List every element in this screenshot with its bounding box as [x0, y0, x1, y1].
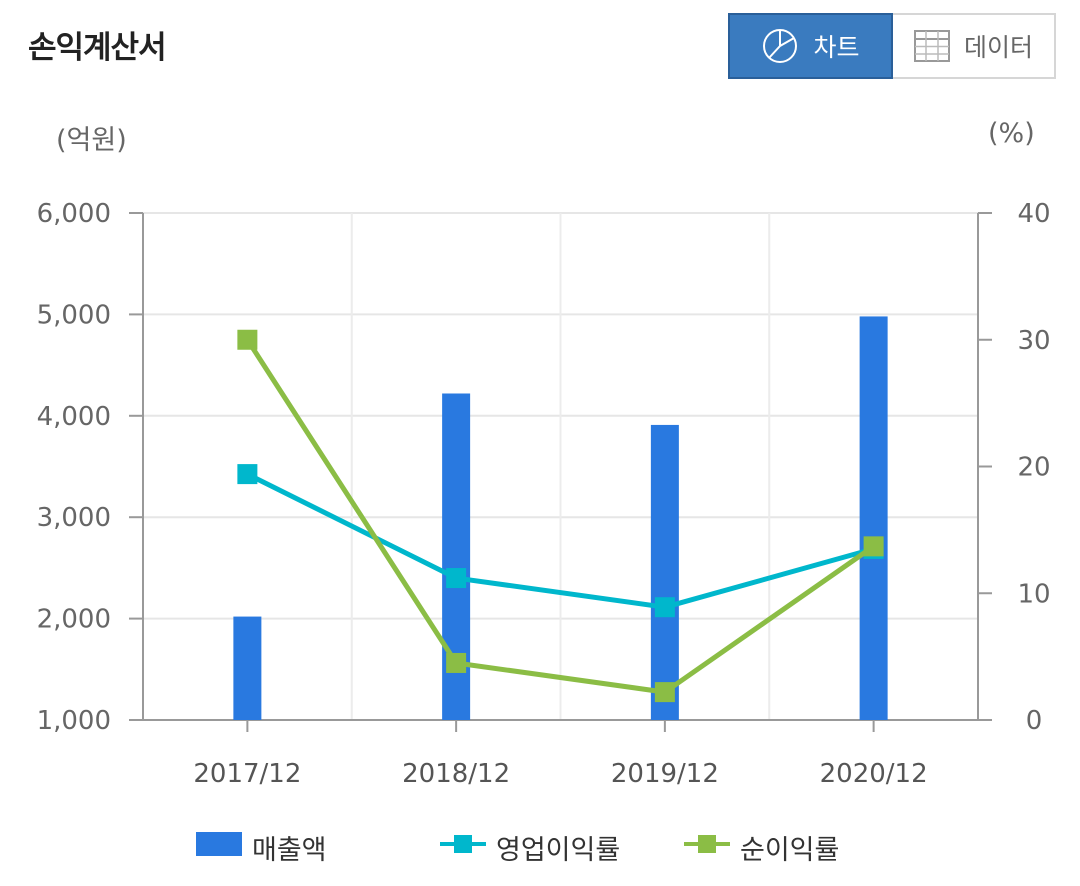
income-statement-chart: 1,000 2,000 3,000 4,000 5,000 6,000 0 10 20 30 40 2…	[37, 199, 1051, 789]
revenue-bar	[650, 424, 679, 720]
right-axis-tick-label: 20	[1017, 453, 1050, 483]
legend-label-operating-margin: 영업이익률	[496, 835, 621, 866]
revenue-bar	[233, 616, 262, 720]
net-margin-point	[863, 536, 884, 557]
chart-legend: 매출액 영업이익률 순이익률	[0, 828, 1080, 872]
operating-margin-point	[654, 597, 675, 618]
table-icon	[913, 30, 950, 62]
operating-margin-point	[237, 464, 258, 485]
legend-item-operating-margin[interactable]: 영업이익률	[440, 828, 620, 867]
operating-margin-point	[446, 568, 467, 589]
x-axis-tick-label: 2018/12	[402, 759, 510, 789]
net-margin-point	[237, 329, 258, 350]
legend-label-net-margin: 순이익률	[740, 835, 840, 866]
data-view-button[interactable]: 데이터	[893, 13, 1056, 79]
legend-swatch-bar	[196, 830, 242, 865]
right-axis-tick-label: 30	[1017, 326, 1050, 356]
legend-swatch-line	[684, 830, 730, 865]
x-axis-tick-label: 2020/12	[820, 759, 928, 789]
right-axis-unit: (%)	[988, 118, 1035, 149]
legend-swatch-line	[440, 830, 486, 865]
net-margin-point	[654, 682, 675, 703]
net-margin-point	[446, 652, 467, 673]
revenue-bar	[859, 316, 888, 720]
legend-item-revenue[interactable]: 매출액	[196, 828, 327, 867]
operating-margin-line	[246, 471, 875, 610]
legend-label-revenue: 매출액	[252, 835, 327, 866]
x-axis-tick-label: 2017/12	[193, 759, 301, 789]
legend-item-net-margin[interactable]: 순이익률	[684, 828, 839, 867]
chart-view-label: 차트	[813, 33, 860, 62]
left-axis-tick-label: 4,000	[37, 402, 111, 432]
left-axis-tick-label: 2,000	[37, 605, 111, 635]
right-axis-tick-label: 40	[1017, 199, 1050, 229]
right-axis-tick-label: 0	[1026, 706, 1043, 736]
left-axis-tick-label: 1,000	[37, 706, 111, 736]
pie-chart-icon	[761, 27, 799, 65]
left-axis-tick-label: 6,000	[37, 199, 111, 229]
x-axis-tick-label: 2019/12	[611, 759, 719, 789]
left-axis-unit: (억원)	[56, 125, 127, 156]
right-axis-tick-label: 10	[1017, 579, 1050, 609]
page-title: 손익계산서	[28, 30, 167, 66]
net-margin-line	[245, 338, 876, 695]
view-toggle: 차트 데이터	[728, 13, 1056, 79]
left-axis-tick-label: 3,000	[37, 503, 111, 533]
left-axis-tick-label: 5,000	[37, 300, 111, 330]
data-view-label: 데이터	[963, 33, 1033, 62]
chart-view-button[interactable]: 차트	[728, 13, 893, 79]
